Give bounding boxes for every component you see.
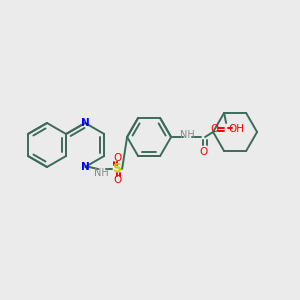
Text: OH: OH: [228, 124, 244, 134]
Text: O: O: [113, 153, 121, 163]
Text: N: N: [81, 162, 89, 172]
Text: O: O: [113, 175, 121, 185]
Text: O: O: [210, 124, 218, 134]
Text: NH: NH: [180, 130, 194, 140]
Text: O: O: [199, 147, 207, 157]
Text: N: N: [81, 118, 89, 128]
Text: S: S: [112, 163, 122, 176]
Text: NH: NH: [94, 168, 109, 178]
